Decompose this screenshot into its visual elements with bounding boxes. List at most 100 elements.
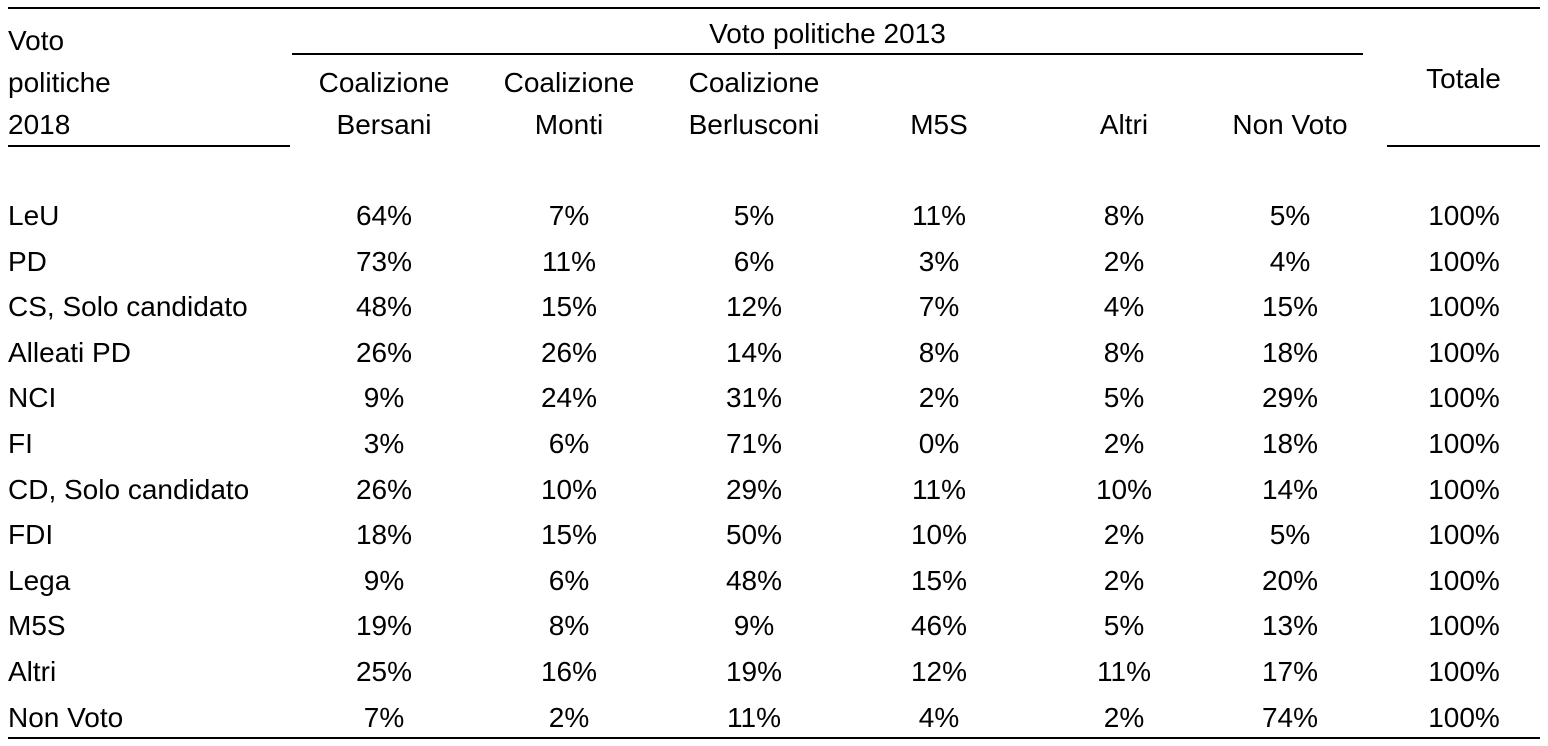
table-cell: 18% bbox=[1261, 428, 1319, 459]
table-cell: 31% bbox=[725, 382, 783, 414]
row-label: PD bbox=[8, 245, 47, 277]
table-cell: 8% bbox=[1103, 200, 1145, 231]
row-label: Non Voto bbox=[8, 701, 124, 733]
table-cell: 48% bbox=[355, 291, 413, 323]
table-cell: 15% bbox=[910, 564, 968, 596]
table-cell: 14% bbox=[1261, 473, 1319, 505]
table-cell: 19% bbox=[725, 656, 783, 687]
group-header-underline bbox=[292, 53, 1363, 55]
row-total: 100% bbox=[1428, 291, 1500, 323]
table-cell: 29% bbox=[725, 473, 783, 505]
table-cell: 11% bbox=[542, 245, 596, 277]
column-header-2-line-0: Coalizione bbox=[688, 67, 820, 98]
table-cell: 48% bbox=[725, 564, 783, 596]
row-total: 100% bbox=[1428, 200, 1500, 231]
column-header-4-line-0: Altri bbox=[1099, 109, 1149, 140]
row-header-title-line-2: politiche bbox=[8, 67, 111, 98]
row-total: 100% bbox=[1428, 656, 1500, 687]
row-total: 100% bbox=[1428, 473, 1500, 505]
row-total: 100% bbox=[1428, 564, 1500, 596]
table-cell: 11% bbox=[727, 701, 781, 733]
top-border bbox=[8, 7, 1540, 9]
table-cell: 73% bbox=[355, 245, 413, 277]
row-header-title-line-3: 2018 bbox=[8, 109, 71, 140]
table-cell: 15% bbox=[540, 291, 598, 323]
table-cell: 3% bbox=[363, 428, 405, 459]
table-cell: 16% bbox=[540, 656, 598, 687]
table-cell: 17% bbox=[1261, 656, 1319, 687]
row-total: 100% bbox=[1428, 519, 1500, 551]
table-cell: 18% bbox=[355, 519, 413, 551]
table-cell: 24% bbox=[540, 382, 598, 414]
table-cell: 0% bbox=[918, 428, 960, 459]
table-cell: 15% bbox=[1261, 291, 1319, 323]
table-cell: 5% bbox=[733, 200, 775, 231]
table-cell: 6% bbox=[548, 428, 590, 459]
column-header-1-line-0: Coalizione bbox=[503, 67, 635, 98]
row-label: LeU bbox=[8, 200, 60, 231]
table-cell: 9% bbox=[363, 382, 405, 414]
group-header: Voto politiche 2013 bbox=[709, 18, 946, 49]
table-cell: 50% bbox=[725, 519, 783, 551]
table-cell: 4% bbox=[1269, 245, 1311, 277]
row-total: 100% bbox=[1428, 245, 1500, 277]
total-header: Totale bbox=[1426, 63, 1501, 94]
row-label: M5S bbox=[8, 610, 66, 642]
table-cell: 11% bbox=[1097, 656, 1151, 687]
table-cell: 18% bbox=[1261, 336, 1319, 368]
table-cell: 5% bbox=[1269, 200, 1311, 231]
table-cell: 13% bbox=[1261, 610, 1319, 642]
table-cell: 7% bbox=[918, 291, 960, 323]
row-label: FI bbox=[8, 428, 33, 459]
total-header-underline bbox=[1387, 145, 1540, 147]
table-cell: 2% bbox=[1103, 428, 1145, 459]
table-cell: 15% bbox=[540, 519, 598, 551]
table-cell: 14% bbox=[725, 336, 783, 368]
table-cell: 11% bbox=[912, 473, 966, 505]
row-label: Altri bbox=[8, 656, 57, 687]
row-label: FDI bbox=[8, 519, 54, 551]
table-cell: 3% bbox=[918, 245, 960, 277]
table-cell: 46% bbox=[910, 610, 968, 642]
table-cell: 2% bbox=[1103, 519, 1145, 551]
table-cell: 6% bbox=[733, 245, 775, 277]
table-cell: 2% bbox=[1103, 245, 1145, 277]
row-total: 100% bbox=[1428, 701, 1500, 733]
table-cell: 19% bbox=[355, 610, 413, 642]
bottom-border bbox=[8, 737, 1540, 739]
table-cell: 6% bbox=[548, 564, 590, 596]
table-cell: 10% bbox=[910, 519, 968, 551]
table-cell: 2% bbox=[1103, 564, 1145, 596]
row-label: CS, Solo candidato bbox=[8, 291, 248, 323]
table-cell: 2% bbox=[548, 701, 590, 733]
table-cell: 2% bbox=[918, 382, 960, 414]
row-total: 100% bbox=[1428, 428, 1500, 459]
table-cell: 25% bbox=[355, 656, 413, 687]
row-total: 100% bbox=[1428, 610, 1500, 642]
table-cell: 4% bbox=[1103, 291, 1145, 323]
table-cell: 29% bbox=[1261, 382, 1319, 414]
table-cell: 2% bbox=[1103, 701, 1145, 733]
column-header-1-line-1: Monti bbox=[534, 109, 604, 140]
table-cell: 71% bbox=[725, 428, 783, 459]
column-header-0-line-1: Bersani bbox=[336, 109, 432, 140]
row-label: CD, Solo candidato bbox=[8, 473, 250, 505]
table-cell: 8% bbox=[548, 610, 590, 642]
row-header-title-line-1: Voto bbox=[8, 25, 65, 56]
table-cell: 8% bbox=[918, 336, 960, 368]
table-cell: 5% bbox=[1103, 610, 1145, 642]
column-header-5-line-0: Non Voto bbox=[1232, 109, 1348, 140]
table-cell: 5% bbox=[1103, 382, 1145, 414]
table-cell: 10% bbox=[540, 473, 598, 505]
column-header-2-line-1: Berlusconi bbox=[688, 109, 820, 140]
table-cell: 26% bbox=[355, 473, 413, 505]
table-cell: 74% bbox=[1261, 701, 1319, 733]
row-label: Alleati PD bbox=[8, 336, 131, 368]
table-cell: 4% bbox=[918, 701, 960, 733]
table-cell: 26% bbox=[540, 336, 598, 368]
table-cell: 11% bbox=[912, 200, 966, 231]
table-cell: 7% bbox=[363, 701, 405, 733]
table-cell: 12% bbox=[725, 291, 783, 323]
row-label: Lega bbox=[8, 564, 71, 596]
